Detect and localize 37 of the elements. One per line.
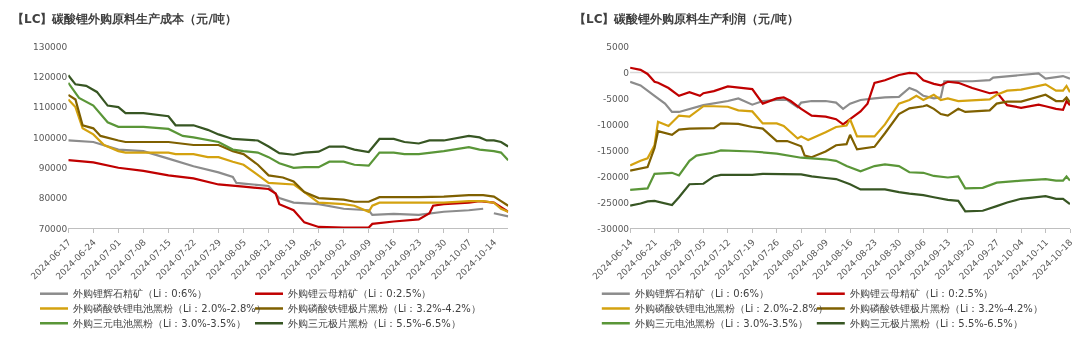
y-tick-label: -5000 bbox=[602, 93, 630, 104]
legend-label: 外购磷酸铁锂极片黑粉（Li：3.2%-4.2%） bbox=[850, 303, 1043, 314]
y-tick-label: 80000 bbox=[38, 193, 68, 204]
legend-label: 外购三元电池黑粉（Li：3.0%-3.5%） bbox=[635, 318, 808, 329]
line-series bbox=[630, 93, 1070, 172]
y-tick-label: 90000 bbox=[38, 162, 68, 173]
legend-label: 外购磷酸铁锂电池黑粉（Li：2.0%-2.8%） bbox=[635, 303, 828, 314]
legend-label: 外购三元极片黑粉（Li：5.5%-6.5%） bbox=[850, 318, 1023, 329]
legend-label: 外购磷酸铁锂电池黑粉（Li：2.0%-2.8%） bbox=[73, 303, 266, 314]
y-tick-label: -30000 bbox=[597, 223, 630, 234]
line-series bbox=[630, 72, 1070, 114]
legend-label: 外购锂辉石精矿（Li：0:6%） bbox=[73, 288, 207, 299]
chart-title: 【LC】碳酸锂外购原料生产成本（元/吨） bbox=[12, 12, 237, 26]
y-tick-label: 0 bbox=[623, 67, 630, 78]
line-series bbox=[630, 149, 1070, 192]
chart-title: 【LC】碳酸锂外购原料生产利润（元/吨） bbox=[574, 12, 799, 26]
y-tick-label: 5000 bbox=[606, 41, 630, 52]
legend-label: 外购磷酸铁锂极片黑粉（Li：3.2%-4.2%） bbox=[288, 303, 481, 314]
y-tick-label: 70000 bbox=[38, 223, 68, 234]
line-series bbox=[68, 81, 509, 169]
line-series bbox=[630, 172, 1070, 213]
legend-label: 外购三元电池黑粉（Li：3.0%-3.5%） bbox=[73, 318, 246, 329]
y-tick-label: -10000 bbox=[597, 119, 630, 130]
y-tick-label: 100000 bbox=[32, 132, 68, 143]
legend-label: 外购锂辉石精矿（Li：0:6%） bbox=[635, 288, 769, 299]
legend-label: 外购三元极片黑粉（Li：5.5%-6.5%） bbox=[288, 318, 461, 329]
y-tick-label: 110000 bbox=[32, 102, 68, 113]
y-tick-label: 130000 bbox=[32, 41, 68, 52]
y-tick-label: -25000 bbox=[597, 197, 630, 208]
line-series bbox=[630, 83, 1070, 167]
y-tick-label: -15000 bbox=[597, 145, 630, 156]
y-tick-label: 120000 bbox=[32, 71, 68, 82]
line-series bbox=[630, 66, 1070, 126]
y-tick-label: -20000 bbox=[597, 171, 630, 182]
legend-label: 外购锂云母精矿（Li：0:2.5%） bbox=[288, 288, 432, 299]
line-series bbox=[68, 74, 509, 156]
legend-label: 外购锂云母精矿（Li：0:2.5%） bbox=[850, 288, 994, 299]
